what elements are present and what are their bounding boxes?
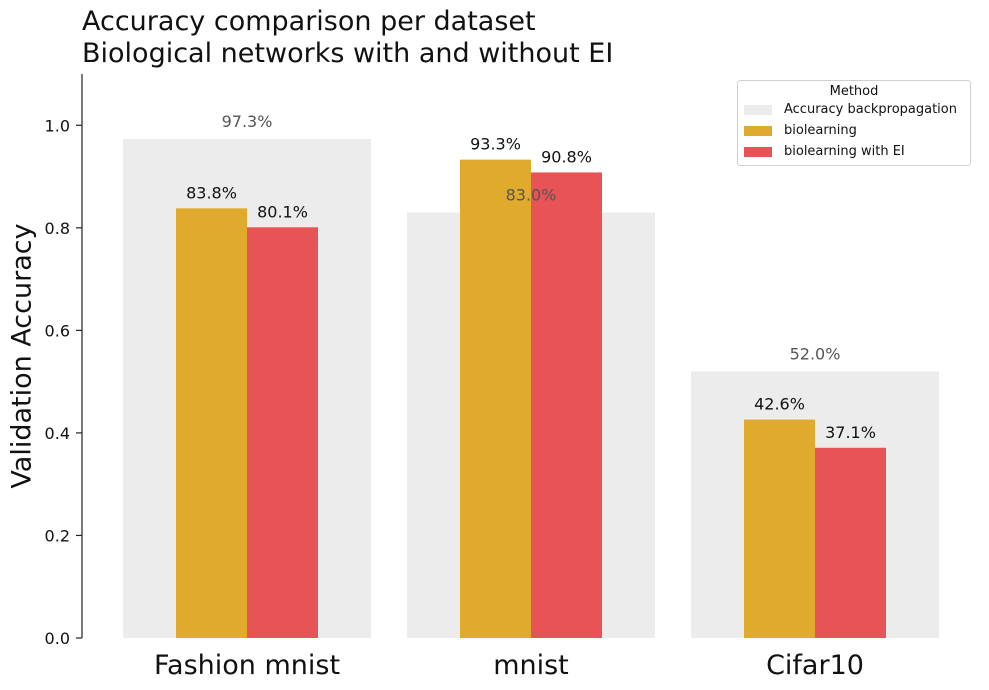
series-bar <box>744 419 815 638</box>
backprop-data-label: 52.0% <box>790 344 841 363</box>
series-bar <box>460 159 531 638</box>
chart-title-line-1: Accuracy comparison per dataset <box>82 6 536 37</box>
series-data-label: 93.3% <box>470 135 521 154</box>
backprop-data-label: 97.3% <box>222 112 273 131</box>
legend-swatch-backprop <box>744 104 772 115</box>
y-tick-label: 0.6 <box>45 321 70 340</box>
y-tick-label: 0.0 <box>45 629 70 648</box>
legend-label-biolearning-ei: biolearning with EI <box>784 144 905 159</box>
series-bar <box>531 172 602 638</box>
legend-title: Method <box>829 84 879 99</box>
backprop-data-label: 83.0% <box>506 185 557 204</box>
series-data-label: 90.8% <box>541 147 592 166</box>
x-tick-label: Cifar10 <box>766 650 864 681</box>
series-data-label: 42.6% <box>754 395 805 414</box>
series-bar <box>247 227 318 638</box>
series-bar <box>815 447 886 638</box>
legend-label-backprop: Accuracy backpropagation <box>784 102 957 117</box>
y-tick-label: 0.4 <box>45 424 70 443</box>
y-tick-label: 0.2 <box>45 526 70 545</box>
legend-item-biolearning: biolearning <box>738 120 970 141</box>
legend-item-backprop: Accuracy backpropagation <box>738 99 970 120</box>
legend-label-biolearning: biolearning <box>784 123 857 138</box>
series-data-label: 80.1% <box>257 202 308 221</box>
y-tick-label: 0.8 <box>45 219 70 238</box>
series-bar <box>176 208 247 639</box>
series-data-label: 37.1% <box>825 423 876 442</box>
legend-swatch-biolearning <box>744 125 772 136</box>
legend: Method Accuracy backpropagation biolearn… <box>737 80 971 166</box>
chart-title-line-2: Biological networks with and without EI <box>82 38 614 69</box>
legend-swatch-biolearning-ei <box>744 146 772 157</box>
y-tick-label: 1.0 <box>45 116 70 135</box>
x-tick-label: mnist <box>493 650 569 681</box>
legend-item-biolearning-ei: biolearning with EI <box>738 141 970 162</box>
x-tick-label: Fashion mnist <box>154 650 340 681</box>
series-data-label: 83.8% <box>186 183 237 202</box>
